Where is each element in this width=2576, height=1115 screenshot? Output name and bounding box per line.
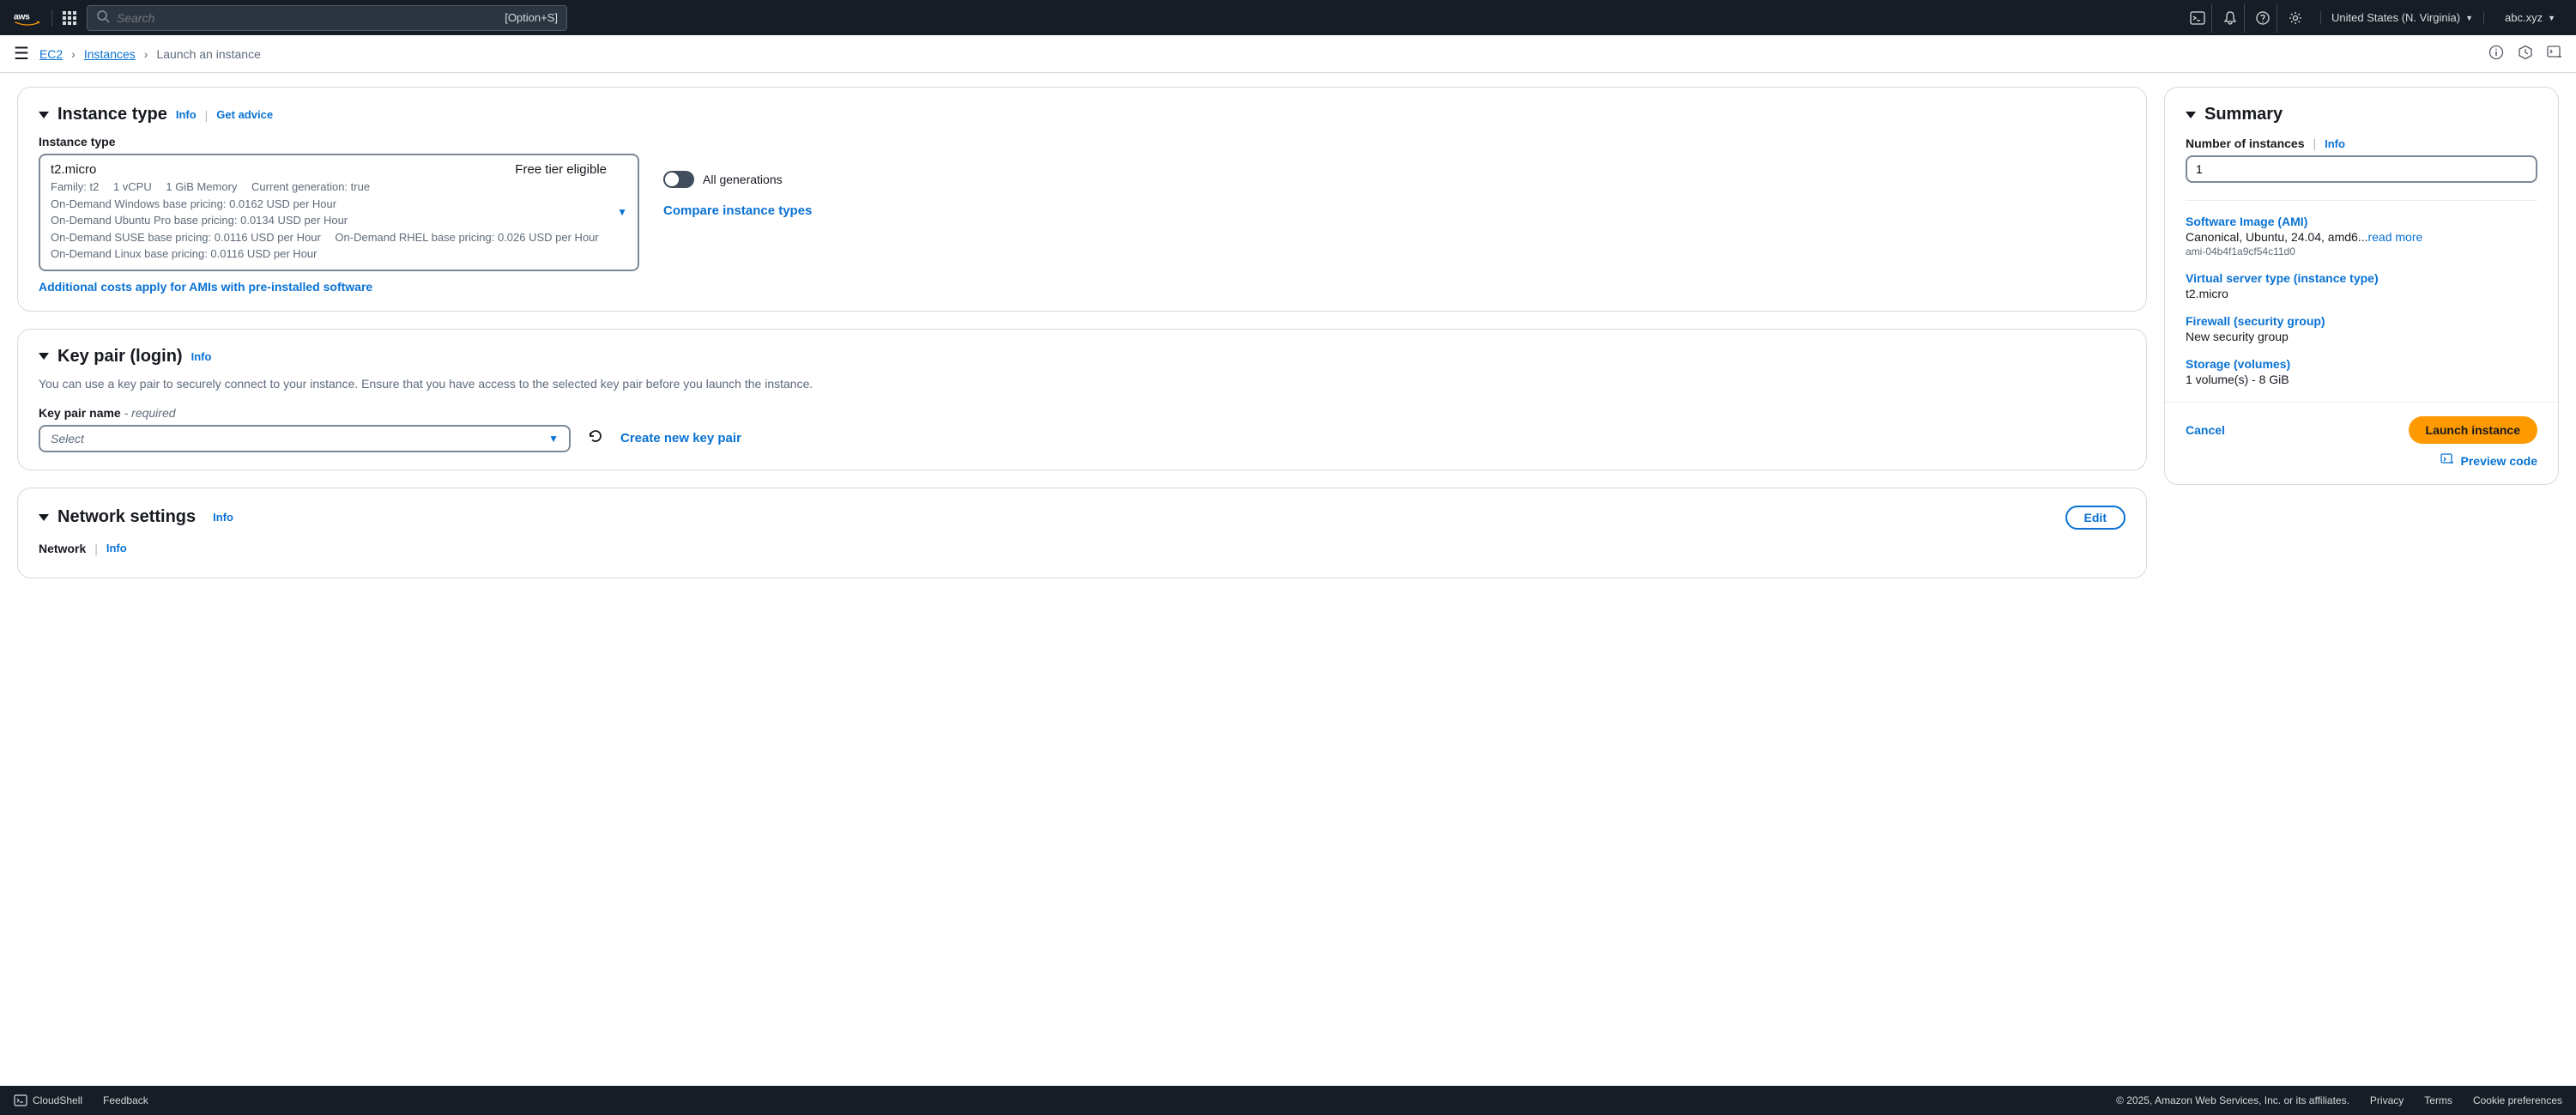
hamburger-icon[interactable]: ☰ bbox=[14, 43, 29, 64]
help-icon[interactable] bbox=[2248, 3, 2277, 33]
search-shortcut: [Option+S] bbox=[505, 11, 558, 24]
edit-button[interactable]: Edit bbox=[2065, 506, 2126, 530]
aws-logo[interactable]: aws bbox=[14, 9, 52, 27]
top-icon-group bbox=[2183, 3, 2310, 33]
instance-type-select[interactable]: t2.micro Free tier eligible Family: t2 1… bbox=[39, 154, 639, 271]
search-input[interactable] bbox=[117, 11, 505, 25]
num-instances-input[interactable] bbox=[2186, 155, 2537, 183]
additional-costs-link[interactable]: Additional costs apply for AMIs with pre… bbox=[39, 280, 372, 294]
summary-firewall-value: New security group bbox=[2186, 330, 2537, 343]
cloudshell-label: CloudShell bbox=[33, 1094, 82, 1106]
info-link[interactable]: Info bbox=[213, 511, 233, 524]
left-column: Instance type Info | Get advice Instance… bbox=[0, 73, 2164, 1086]
pipe-divider: | bbox=[205, 108, 209, 122]
svg-text:aws: aws bbox=[14, 12, 30, 21]
footer: CloudShell Feedback © 2025, Amazon Web S… bbox=[0, 1086, 2576, 1115]
preview-code-link[interactable]: Preview code bbox=[2461, 454, 2538, 468]
info-link[interactable]: Info bbox=[191, 350, 212, 363]
chevron-right-icon: › bbox=[144, 47, 148, 61]
feedback-link[interactable]: Feedback bbox=[103, 1094, 148, 1106]
search-icon bbox=[96, 9, 110, 26]
account-menu[interactable]: abc.xyz ▼ bbox=[2494, 11, 2562, 24]
keypair-title: Key pair (login) bbox=[57, 347, 183, 367]
privacy-link[interactable]: Privacy bbox=[2370, 1094, 2404, 1106]
breadcrumb: EC2 › Instances › Launch an instance bbox=[39, 47, 261, 61]
get-advice-link[interactable]: Get advice bbox=[216, 108, 273, 121]
region-label: United States (N. Virginia) bbox=[2331, 11, 2460, 24]
caret-down-icon: ▼ bbox=[2548, 14, 2555, 22]
dropdown-caret-icon: ▼ bbox=[548, 433, 559, 445]
network-label: Network bbox=[39, 542, 86, 555]
info-link[interactable]: Info bbox=[2325, 137, 2345, 150]
sub-nav: ☰ EC2 › Instances › Launch an instance bbox=[0, 35, 2576, 73]
info-link[interactable]: Info bbox=[176, 108, 197, 121]
network-panel: Network settings Info Edit Network | Inf… bbox=[17, 488, 2147, 579]
instance-type-details: Family: t2 1 vCPU 1 GiB Memory Current g… bbox=[51, 179, 607, 263]
summary-type-label[interactable]: Virtual server type (instance type) bbox=[2186, 271, 2537, 285]
keypair-field-label: Key pair name - required bbox=[39, 406, 2126, 420]
right-column: Summary Number of instances | Info Softw… bbox=[2164, 73, 2576, 1086]
instance-type-field-label: Instance type bbox=[39, 135, 2126, 148]
terms-link[interactable]: Terms bbox=[2424, 1094, 2452, 1106]
sub-nav-icons bbox=[2488, 45, 2562, 63]
preview-code-icon bbox=[2440, 452, 2454, 469]
services-grid-icon[interactable] bbox=[63, 11, 76, 25]
collapse-toggle[interactable] bbox=[2186, 112, 2196, 118]
keypair-placeholder: Select bbox=[51, 432, 84, 445]
keypair-select[interactable]: Select ▼ bbox=[39, 425, 571, 452]
info-circle-icon[interactable] bbox=[2488, 45, 2504, 63]
terminal-expand-icon[interactable] bbox=[2547, 45, 2562, 63]
global-search[interactable]: [Option+S] bbox=[87, 5, 567, 31]
all-generations-toggle[interactable] bbox=[663, 171, 694, 188]
summary-storage-value: 1 volume(s) - 8 GiB bbox=[2186, 373, 2537, 386]
summary-storage-label[interactable]: Storage (volumes) bbox=[2186, 357, 2537, 371]
collapse-toggle[interactable] bbox=[39, 514, 49, 521]
keypair-panel: Key pair (login) Info You can use a key … bbox=[17, 329, 2147, 470]
keypair-description: You can use a key pair to securely conne… bbox=[39, 377, 2126, 391]
summary-ami-id: ami-04b4f1a9cf54c11d0 bbox=[2186, 245, 2537, 258]
launch-instance-button[interactable]: Launch instance bbox=[2409, 416, 2537, 444]
cookies-link[interactable]: Cookie preferences bbox=[2473, 1094, 2562, 1106]
readmore-link[interactable]: read more bbox=[2367, 230, 2422, 244]
instance-type-panel: Instance type Info | Get advice Instance… bbox=[17, 87, 2147, 312]
account-label: abc.xyz bbox=[2505, 11, 2543, 24]
network-title: Network settings bbox=[57, 507, 196, 527]
compare-instance-types-link[interactable]: Compare instance types bbox=[663, 203, 812, 218]
all-generations-label: All generations bbox=[703, 173, 783, 186]
top-nav: aws [Option+S] United States (N. Virgini… bbox=[0, 0, 2576, 35]
breadcrumb-current: Launch an instance bbox=[156, 47, 260, 61]
dropdown-caret-icon: ▼ bbox=[617, 206, 627, 218]
region-selector[interactable]: United States (N. Virginia) ▼ bbox=[2320, 11, 2484, 24]
instance-type-title: Instance type bbox=[57, 105, 167, 124]
collapse-toggle[interactable] bbox=[39, 112, 49, 118]
breadcrumb-instances[interactable]: Instances bbox=[84, 47, 136, 61]
pipe-divider: | bbox=[94, 542, 98, 555]
summary-ami-label[interactable]: Software Image (AMI) bbox=[2186, 215, 2537, 228]
breadcrumb-ec2[interactable]: EC2 bbox=[39, 47, 63, 61]
chevron-right-icon: › bbox=[71, 47, 76, 61]
cancel-button[interactable]: Cancel bbox=[2186, 423, 2225, 437]
cloudshell-button[interactable]: CloudShell bbox=[14, 1094, 82, 1107]
info-link[interactable]: Info bbox=[106, 542, 127, 554]
refresh-icon[interactable] bbox=[588, 428, 603, 448]
summary-panel: Summary Number of instances | Info Softw… bbox=[2164, 87, 2559, 485]
clock-icon[interactable] bbox=[2518, 45, 2533, 63]
summary-title: Summary bbox=[2204, 105, 2283, 124]
free-tier-badge: Free tier eligible bbox=[515, 162, 607, 177]
create-keypair-link[interactable]: Create new key pair bbox=[620, 431, 741, 445]
notifications-icon[interactable] bbox=[2216, 3, 2245, 33]
summary-type-value: t2.micro bbox=[2186, 287, 2537, 300]
caret-down-icon: ▼ bbox=[2465, 14, 2473, 22]
collapse-toggle[interactable] bbox=[39, 353, 49, 360]
settings-icon[interactable] bbox=[2281, 3, 2310, 33]
instance-type-name: t2.micro bbox=[51, 162, 96, 177]
cloudshell-icon[interactable] bbox=[2183, 3, 2212, 33]
pipe-divider: | bbox=[2313, 136, 2316, 150]
summary-ami-value: Canonical, Ubuntu, 24.04, amd6...read mo… bbox=[2186, 230, 2537, 244]
copyright-text: © 2025, Amazon Web Services, Inc. or its… bbox=[2116, 1094, 2349, 1106]
num-instances-label: Number of instances bbox=[2186, 136, 2304, 150]
summary-firewall-label[interactable]: Firewall (security group) bbox=[2186, 314, 2537, 328]
main-content: Instance type Info | Get advice Instance… bbox=[0, 73, 2576, 1086]
